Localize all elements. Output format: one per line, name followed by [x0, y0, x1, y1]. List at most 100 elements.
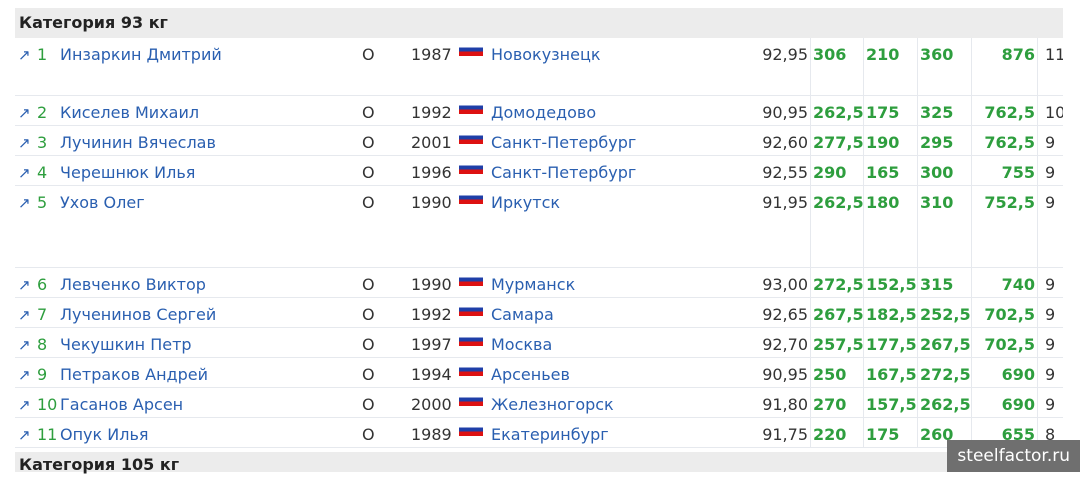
- city-link[interactable]: Железногорск: [491, 395, 614, 414]
- bench: 175: [866, 425, 900, 444]
- bench: 182,5: [866, 305, 917, 324]
- athlete-link[interactable]: Лученинов Сергей: [60, 305, 217, 324]
- birth-year: 1992: [411, 305, 452, 324]
- squat: 257,5: [813, 335, 864, 354]
- external-link-icon[interactable]: ↗︎: [18, 306, 31, 324]
- city-link[interactable]: Москва: [491, 335, 553, 354]
- squat: 267,5: [813, 305, 864, 324]
- city-link[interactable]: Самара: [491, 305, 554, 324]
- bench: 177,5: [866, 335, 917, 354]
- athlete-link[interactable]: Инзаркин Дмитрий: [60, 45, 222, 64]
- deadlift: 262,5: [920, 395, 971, 414]
- rank: 10: [37, 395, 58, 414]
- city-link[interactable]: Санкт-Петербург: [491, 163, 637, 182]
- total: 755: [1001, 163, 1035, 182]
- body-weight: 91,95: [762, 193, 808, 212]
- athlete-link[interactable]: Лучинин Вячеслав: [60, 133, 216, 152]
- points: 9: [1045, 395, 1056, 414]
- athlete-link[interactable]: Гасанов Арсен: [60, 395, 184, 414]
- external-link-icon[interactable]: ↗︎: [18, 164, 31, 182]
- rank: 6: [37, 275, 48, 294]
- athlete-link[interactable]: Киселев Михаил: [60, 103, 200, 122]
- russia-flag-icon: [459, 303, 483, 316]
- birth-year: 1987: [411, 45, 452, 64]
- city-link[interactable]: Иркутск: [491, 193, 561, 212]
- athlete-link[interactable]: Ухов Олег: [60, 193, 145, 212]
- birth-year: 2001: [411, 133, 452, 152]
- total: 762,5: [984, 133, 1035, 152]
- external-link-icon[interactable]: ↗︎: [18, 276, 31, 294]
- points: 10: [1045, 103, 1063, 122]
- russia-flag-icon: [459, 101, 483, 114]
- external-link-icon[interactable]: ↗︎: [18, 336, 31, 354]
- external-link-icon[interactable]: ↗︎: [18, 426, 31, 444]
- rank: 11: [37, 425, 58, 444]
- athlete-link[interactable]: Левченко Виктор: [60, 275, 206, 294]
- athlete-link[interactable]: Петраков Андрей: [60, 365, 208, 384]
- table-row: ↗︎ 7 Лученинов Сергей О 1992 Самара 92,6…: [15, 298, 1063, 328]
- rank: 7: [37, 305, 48, 324]
- type: О: [362, 365, 375, 384]
- russia-flag-icon: [459, 131, 483, 144]
- russia-flag-icon: [459, 423, 483, 436]
- points: 9: [1045, 163, 1056, 182]
- body-weight: 93,00: [762, 275, 808, 294]
- squat: 270: [813, 395, 847, 414]
- city-link[interactable]: Домодедово: [491, 103, 597, 122]
- table-row: ↗︎ 1 Инзаркин Дмитрий О 1987 Новокузнецк…: [15, 38, 1063, 96]
- total: 740: [1001, 275, 1035, 294]
- points: 9: [1045, 275, 1056, 294]
- rank: 4: [37, 163, 48, 182]
- city-link[interactable]: Екатеринбург: [491, 425, 609, 444]
- squat: 250: [813, 365, 847, 384]
- birth-year: 1989: [411, 425, 452, 444]
- birth-year: 2000: [411, 395, 452, 414]
- athlete-link[interactable]: Черешнюк Илья: [60, 163, 196, 182]
- type: О: [362, 305, 375, 324]
- external-link-icon[interactable]: ↗︎: [18, 194, 31, 212]
- athlete-link[interactable]: Опук Илья: [60, 425, 149, 444]
- bench: 152,5: [866, 275, 917, 294]
- athlete-link[interactable]: Чекушкин Петр: [60, 335, 192, 354]
- deadlift: 267,5: [920, 335, 971, 354]
- city-link[interactable]: Новокузнецк: [491, 45, 601, 64]
- external-link-icon[interactable]: ↗︎: [18, 104, 31, 122]
- points: 9: [1045, 305, 1056, 324]
- deadlift: 325: [920, 103, 954, 122]
- table-row: ↗︎ 3 Лучинин Вячеслав О 2001 Санкт-Петер…: [15, 126, 1063, 156]
- table-row: ↗︎ 11 Опук Илья О 1989 Екатеринбург 91,7…: [15, 418, 1063, 448]
- birth-year: 1990: [411, 275, 452, 294]
- body-weight: 90,95: [762, 103, 808, 122]
- type: О: [362, 425, 375, 444]
- table-row: ↗︎ 5 Ухов Олег О 1990 Иркутск 91,95 262,…: [15, 186, 1063, 268]
- squat: 262,5: [813, 193, 864, 212]
- rank: 8: [37, 335, 48, 354]
- external-link-icon[interactable]: ↗︎: [18, 396, 31, 414]
- type: О: [362, 103, 375, 122]
- birth-year: 1992: [411, 103, 452, 122]
- body-weight: 91,75: [762, 425, 808, 444]
- external-link-icon[interactable]: ↗︎: [18, 366, 31, 384]
- rank: 3: [37, 133, 48, 152]
- city-link[interactable]: Мурманск: [491, 275, 576, 294]
- russia-flag-icon: [459, 273, 483, 286]
- city-link[interactable]: Санкт-Петербург: [491, 133, 637, 152]
- city-link[interactable]: Арсеньев: [491, 365, 570, 384]
- body-weight: 92,60: [762, 133, 808, 152]
- table-row: ↗︎ 8 Чекушкин Петр О 1997 Москва 92,70 2…: [15, 328, 1063, 358]
- deadlift: 310: [920, 193, 954, 212]
- external-link-icon[interactable]: ↗︎: [18, 134, 31, 152]
- type: О: [362, 193, 375, 212]
- deadlift: 295: [920, 133, 954, 152]
- russia-flag-icon: [459, 393, 483, 406]
- external-link-icon[interactable]: ↗︎: [18, 46, 31, 64]
- bench: 157,5: [866, 395, 917, 414]
- rank: 9: [37, 365, 48, 384]
- total: 655: [1001, 425, 1035, 444]
- watermark: steelfactor.ru: [947, 440, 1080, 472]
- russia-flag-icon: [459, 333, 483, 346]
- bench: 175: [866, 103, 900, 122]
- type: О: [362, 133, 375, 152]
- birth-year: 1990: [411, 193, 452, 212]
- points: 9: [1045, 365, 1056, 384]
